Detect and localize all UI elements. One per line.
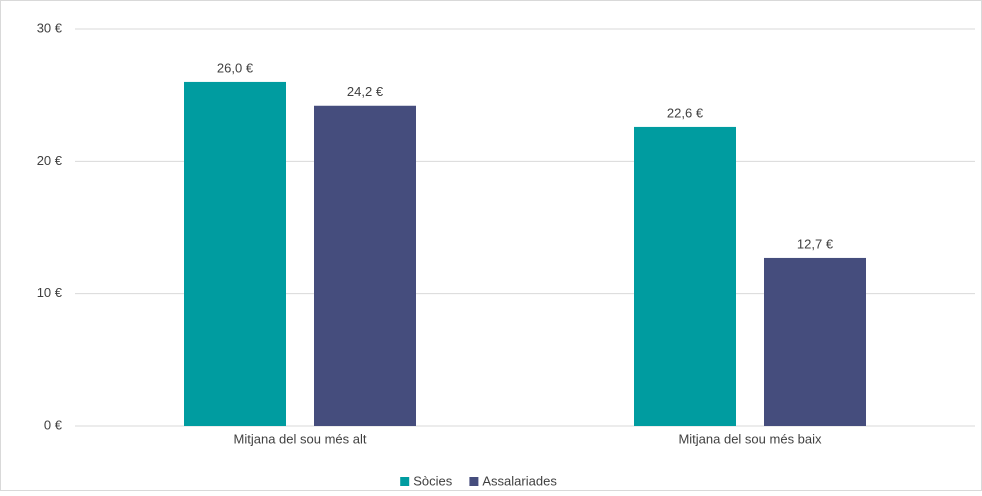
- legend-swatch: [400, 477, 410, 486]
- value-label: 24,2 €: [347, 84, 384, 99]
- bar: [634, 126, 736, 426]
- y-tick-label: 20 €: [37, 153, 63, 168]
- value-label: 12,7 €: [797, 236, 834, 251]
- legend-swatch: [469, 477, 479, 486]
- y-tick-label: 30 €: [37, 20, 63, 35]
- bar: [314, 105, 416, 427]
- x-tick-label: Mitjana del sou més baix: [678, 431, 822, 446]
- y-tick-label: 10 €: [37, 285, 63, 300]
- legend-label: Sòcies: [413, 473, 453, 488]
- bar: [764, 257, 866, 426]
- y-tick-label: 0 €: [44, 417, 63, 432]
- value-label: 22,6 €: [667, 105, 704, 120]
- legend-label: Assalariades: [482, 473, 557, 488]
- x-tick-label: Mitjana del sou més alt: [234, 431, 367, 446]
- value-label: 26,0 €: [217, 60, 254, 75]
- bar: [184, 81, 286, 426]
